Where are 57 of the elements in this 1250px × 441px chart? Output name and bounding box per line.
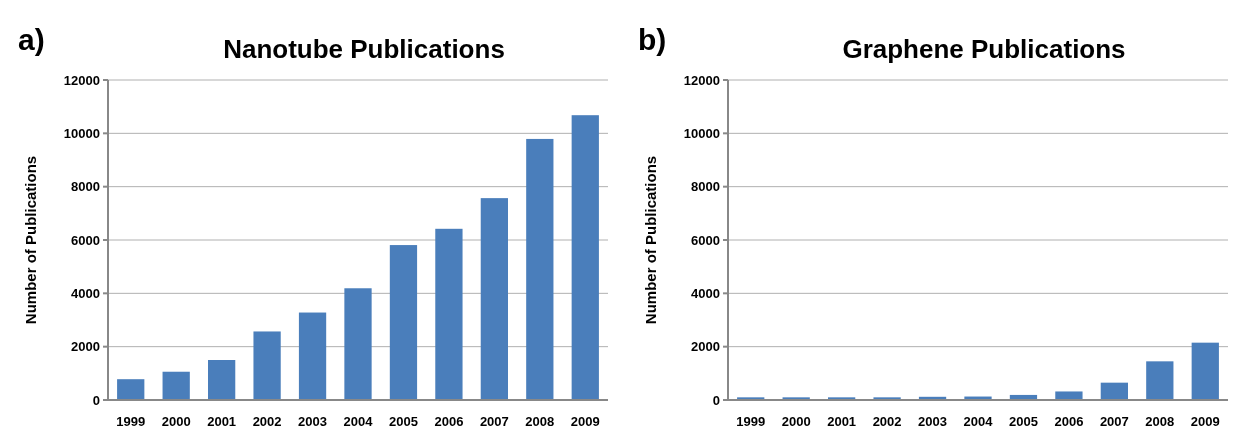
x-tick-label: 1999 bbox=[736, 414, 766, 429]
x-tick-label: 2005 bbox=[1008, 414, 1038, 429]
x-tick-label: 2009 bbox=[1190, 414, 1220, 429]
bar bbox=[435, 228, 463, 400]
y-tick-label: 10000 bbox=[683, 125, 720, 141]
x-tick-label: 2000 bbox=[161, 414, 191, 429]
x-tick-label: 2006 bbox=[1054, 414, 1084, 429]
y-tick-label: 8000 bbox=[691, 179, 720, 195]
chart-title: Nanotube Publications bbox=[223, 34, 505, 64]
x-tick-label: 2004 bbox=[343, 414, 374, 429]
x-tick-label: 2001 bbox=[207, 414, 237, 429]
bar bbox=[298, 312, 327, 400]
y-tick-label: 4000 bbox=[71, 285, 100, 301]
x-tick-label: 2003 bbox=[918, 414, 948, 429]
y-tick-label: 12000 bbox=[683, 72, 720, 88]
y-tick-label: 2000 bbox=[691, 339, 720, 355]
x-tick-label: 2003 bbox=[298, 414, 328, 429]
bar bbox=[162, 371, 190, 400]
y-tick-label: 4000 bbox=[691, 285, 720, 301]
bar bbox=[1191, 342, 1219, 400]
bar bbox=[480, 198, 508, 400]
x-tick-label: 2008 bbox=[525, 414, 555, 429]
y-tick-label: 8000 bbox=[71, 179, 100, 195]
text: a) bbox=[18, 23, 45, 56]
x-tick-label: 2002 bbox=[872, 414, 902, 429]
bar bbox=[344, 288, 372, 400]
bar bbox=[1055, 391, 1083, 400]
bar bbox=[117, 379, 145, 400]
y-tick-label: 12000 bbox=[63, 72, 100, 88]
x-tick-label: 2000 bbox=[781, 414, 811, 429]
bar bbox=[1146, 361, 1174, 400]
x-tick-label: 1999 bbox=[116, 414, 146, 429]
x-tick-label: 2004 bbox=[963, 414, 994, 429]
y-tick-label: 0 bbox=[712, 392, 720, 408]
y-tick-label: 6000 bbox=[71, 232, 100, 248]
x-tick-label: 2001 bbox=[827, 414, 857, 429]
x-tick-label: 2009 bbox=[570, 414, 600, 429]
x-tick-label: 2007 bbox=[1099, 414, 1129, 429]
y-axis-title: Number of Publications bbox=[22, 155, 39, 325]
x-tick-label: 2007 bbox=[479, 414, 509, 429]
text: b) bbox=[638, 23, 667, 56]
x-tick-label: 2006 bbox=[434, 414, 464, 429]
bar bbox=[526, 138, 554, 400]
x-tick-label: 2005 bbox=[388, 414, 418, 429]
y-tick-label: 2000 bbox=[71, 339, 100, 355]
y-axis-title: Number of Publications bbox=[642, 155, 659, 325]
x-tick-label: 2008 bbox=[1145, 414, 1175, 429]
bar bbox=[208, 360, 236, 400]
x-tick-label: 2002 bbox=[252, 414, 282, 429]
bar bbox=[389, 245, 418, 400]
bar bbox=[1100, 382, 1128, 400]
y-tick-label: 0 bbox=[92, 392, 100, 408]
y-tick-label: 10000 bbox=[63, 125, 100, 141]
bar bbox=[571, 115, 599, 400]
chart-title: Graphene Publications bbox=[842, 34, 1126, 64]
bar bbox=[253, 331, 281, 400]
y-tick-label: 6000 bbox=[691, 232, 720, 248]
